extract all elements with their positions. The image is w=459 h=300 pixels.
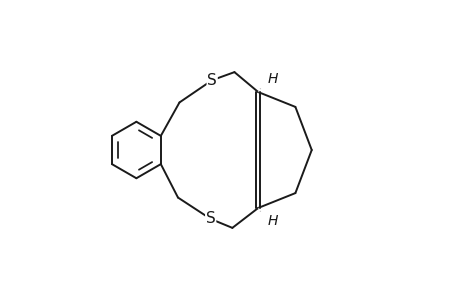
Text: H: H — [267, 72, 278, 86]
Text: S: S — [207, 73, 217, 88]
Text: S: S — [205, 212, 215, 226]
Text: H: H — [267, 214, 278, 228]
